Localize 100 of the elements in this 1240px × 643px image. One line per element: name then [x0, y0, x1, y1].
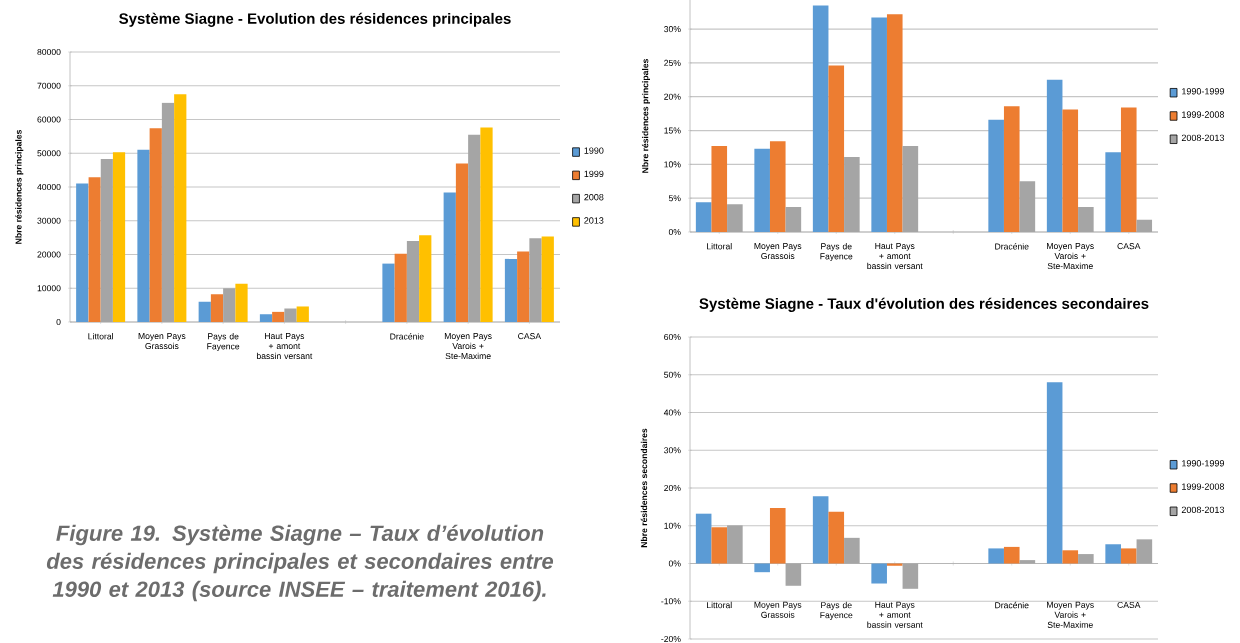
- legend-label: 1999-2008: [1182, 111, 1225, 118]
- y-tick-label: 20000: [37, 251, 61, 258]
- bar: [754, 148, 770, 232]
- y-tick-label: -20%: [661, 635, 681, 643]
- bar: [137, 149, 150, 322]
- x-tick-label: Pays de Fayence: [820, 601, 853, 620]
- legend-label: 1990-1999: [1182, 460, 1224, 467]
- y-tick-label: 15%: [664, 127, 681, 134]
- y-tick-label: 30%: [664, 26, 681, 33]
- x-tick-label: Moyen Pays Varois + Ste-Maxime: [1047, 243, 1094, 270]
- bar: [871, 563, 887, 584]
- x-tick-label: Littoral: [707, 601, 732, 609]
- y-tick-label: 0: [56, 318, 61, 326]
- x-tick-label: Littoral: [88, 333, 113, 340]
- bar: [1136, 539, 1153, 564]
- legend-label: 2013: [584, 217, 604, 224]
- x-tick-label: Dracénie: [995, 243, 1029, 250]
- y-tick-label: 10000: [37, 285, 61, 292]
- bar: [210, 294, 224, 322]
- bar: [812, 5, 829, 232]
- bar: [419, 235, 432, 322]
- x-tick-label: CASA: [1117, 601, 1141, 608]
- bar: [1046, 79, 1063, 232]
- bar: [1120, 107, 1137, 232]
- y-tick-label: 40000: [37, 183, 61, 191]
- bar: [695, 513, 712, 564]
- bar: [112, 152, 126, 322]
- bar: [902, 146, 919, 232]
- x-tick-label: CASA: [518, 333, 542, 340]
- x-tick-label: Moyen Pays Varois + Ste-Maxime: [1047, 601, 1094, 628]
- bar: [259, 314, 273, 322]
- legend-label: 1990: [584, 147, 604, 154]
- y-tick-label: 70000: [37, 82, 61, 89]
- bar: [284, 308, 297, 322]
- bar: [754, 563, 770, 573]
- caption: Figure 19. Système Siagne – Taux d’évolution des résidences principales et secondaires entre 1990 et 2013 (source INSEE – traitement 2016).: [46, 524, 554, 602]
- legend-label: 2008-2013: [1181, 506, 1225, 514]
- bar: [1120, 548, 1137, 564]
- x-tick-label: Moyen Pays Grassois: [754, 601, 802, 618]
- bar: [504, 258, 518, 322]
- bar: [1105, 544, 1121, 564]
- bar: [468, 134, 481, 322]
- bar: [480, 127, 493, 322]
- bar: [455, 163, 469, 322]
- bar: [886, 14, 903, 232]
- bar: [1003, 546, 1020, 564]
- bar: [785, 206, 802, 232]
- legend-label: 1999-2008: [1182, 483, 1225, 490]
- legend-label: 2008: [584, 194, 604, 201]
- bar: [1019, 560, 1036, 564]
- bar: [443, 192, 456, 322]
- legend-label: 2008-2013: [1181, 134, 1225, 142]
- x-tick-label: Dracénie: [995, 601, 1029, 609]
- bar: [769, 508, 786, 564]
- bar: [1078, 554, 1094, 564]
- chart-title: Système Siagne - Taux d'évolution des résidences secondaires: [699, 297, 1149, 312]
- bar: [272, 311, 285, 322]
- x-tick-label: Dracénie: [390, 333, 424, 340]
- bar: [100, 158, 113, 322]
- y-tick-label: 10%: [664, 161, 681, 168]
- bar: [871, 17, 887, 232]
- y-tick-label: 50%: [664, 371, 681, 378]
- bar: [1062, 109, 1079, 232]
- bar: [296, 306, 309, 322]
- bar: [517, 251, 530, 322]
- x-tick-label: Moyen Pays Grassois: [754, 243, 802, 260]
- bar: [988, 119, 1004, 232]
- bar: [406, 240, 420, 322]
- y-tick-label: 0%: [668, 228, 681, 236]
- bar: [695, 202, 712, 232]
- bar: [541, 236, 554, 322]
- bar: [844, 156, 860, 232]
- y-axis-title: Nbre résidences principales: [15, 130, 24, 244]
- bar: [1078, 206, 1094, 232]
- y-tick-label: 40%: [663, 409, 681, 416]
- y-tick-label: 25%: [664, 59, 681, 66]
- bar: [727, 525, 743, 564]
- x-tick-label: CASA: [1117, 243, 1141, 250]
- bar: [902, 563, 919, 589]
- x-tick-label: Haut Pays + amont bassin versant: [867, 243, 923, 270]
- x-tick-label: Littoral: [707, 243, 732, 250]
- bar: [161, 102, 175, 322]
- bar: [886, 563, 903, 566]
- y-tick-label: 20%: [664, 93, 681, 100]
- bar: [727, 204, 743, 232]
- y-tick-label: 5%: [668, 195, 681, 202]
- bar: [198, 301, 211, 322]
- x-tick-label: Moyen Pays Varois + Ste-Maxime: [444, 333, 492, 360]
- bar: [88, 177, 101, 322]
- bar: [149, 128, 162, 322]
- bar: [785, 563, 802, 586]
- bar: [174, 94, 187, 322]
- y-tick-label: 30%: [664, 447, 681, 454]
- y-tick-label: 60000: [37, 116, 61, 123]
- legend-label: 1999: [584, 170, 604, 178]
- bar: [828, 511, 845, 564]
- y-axis-title: Nbre résidences secondaires: [640, 428, 648, 548]
- y-tick-label: 20%: [664, 484, 681, 492]
- bar: [382, 263, 395, 322]
- bar: [76, 183, 89, 322]
